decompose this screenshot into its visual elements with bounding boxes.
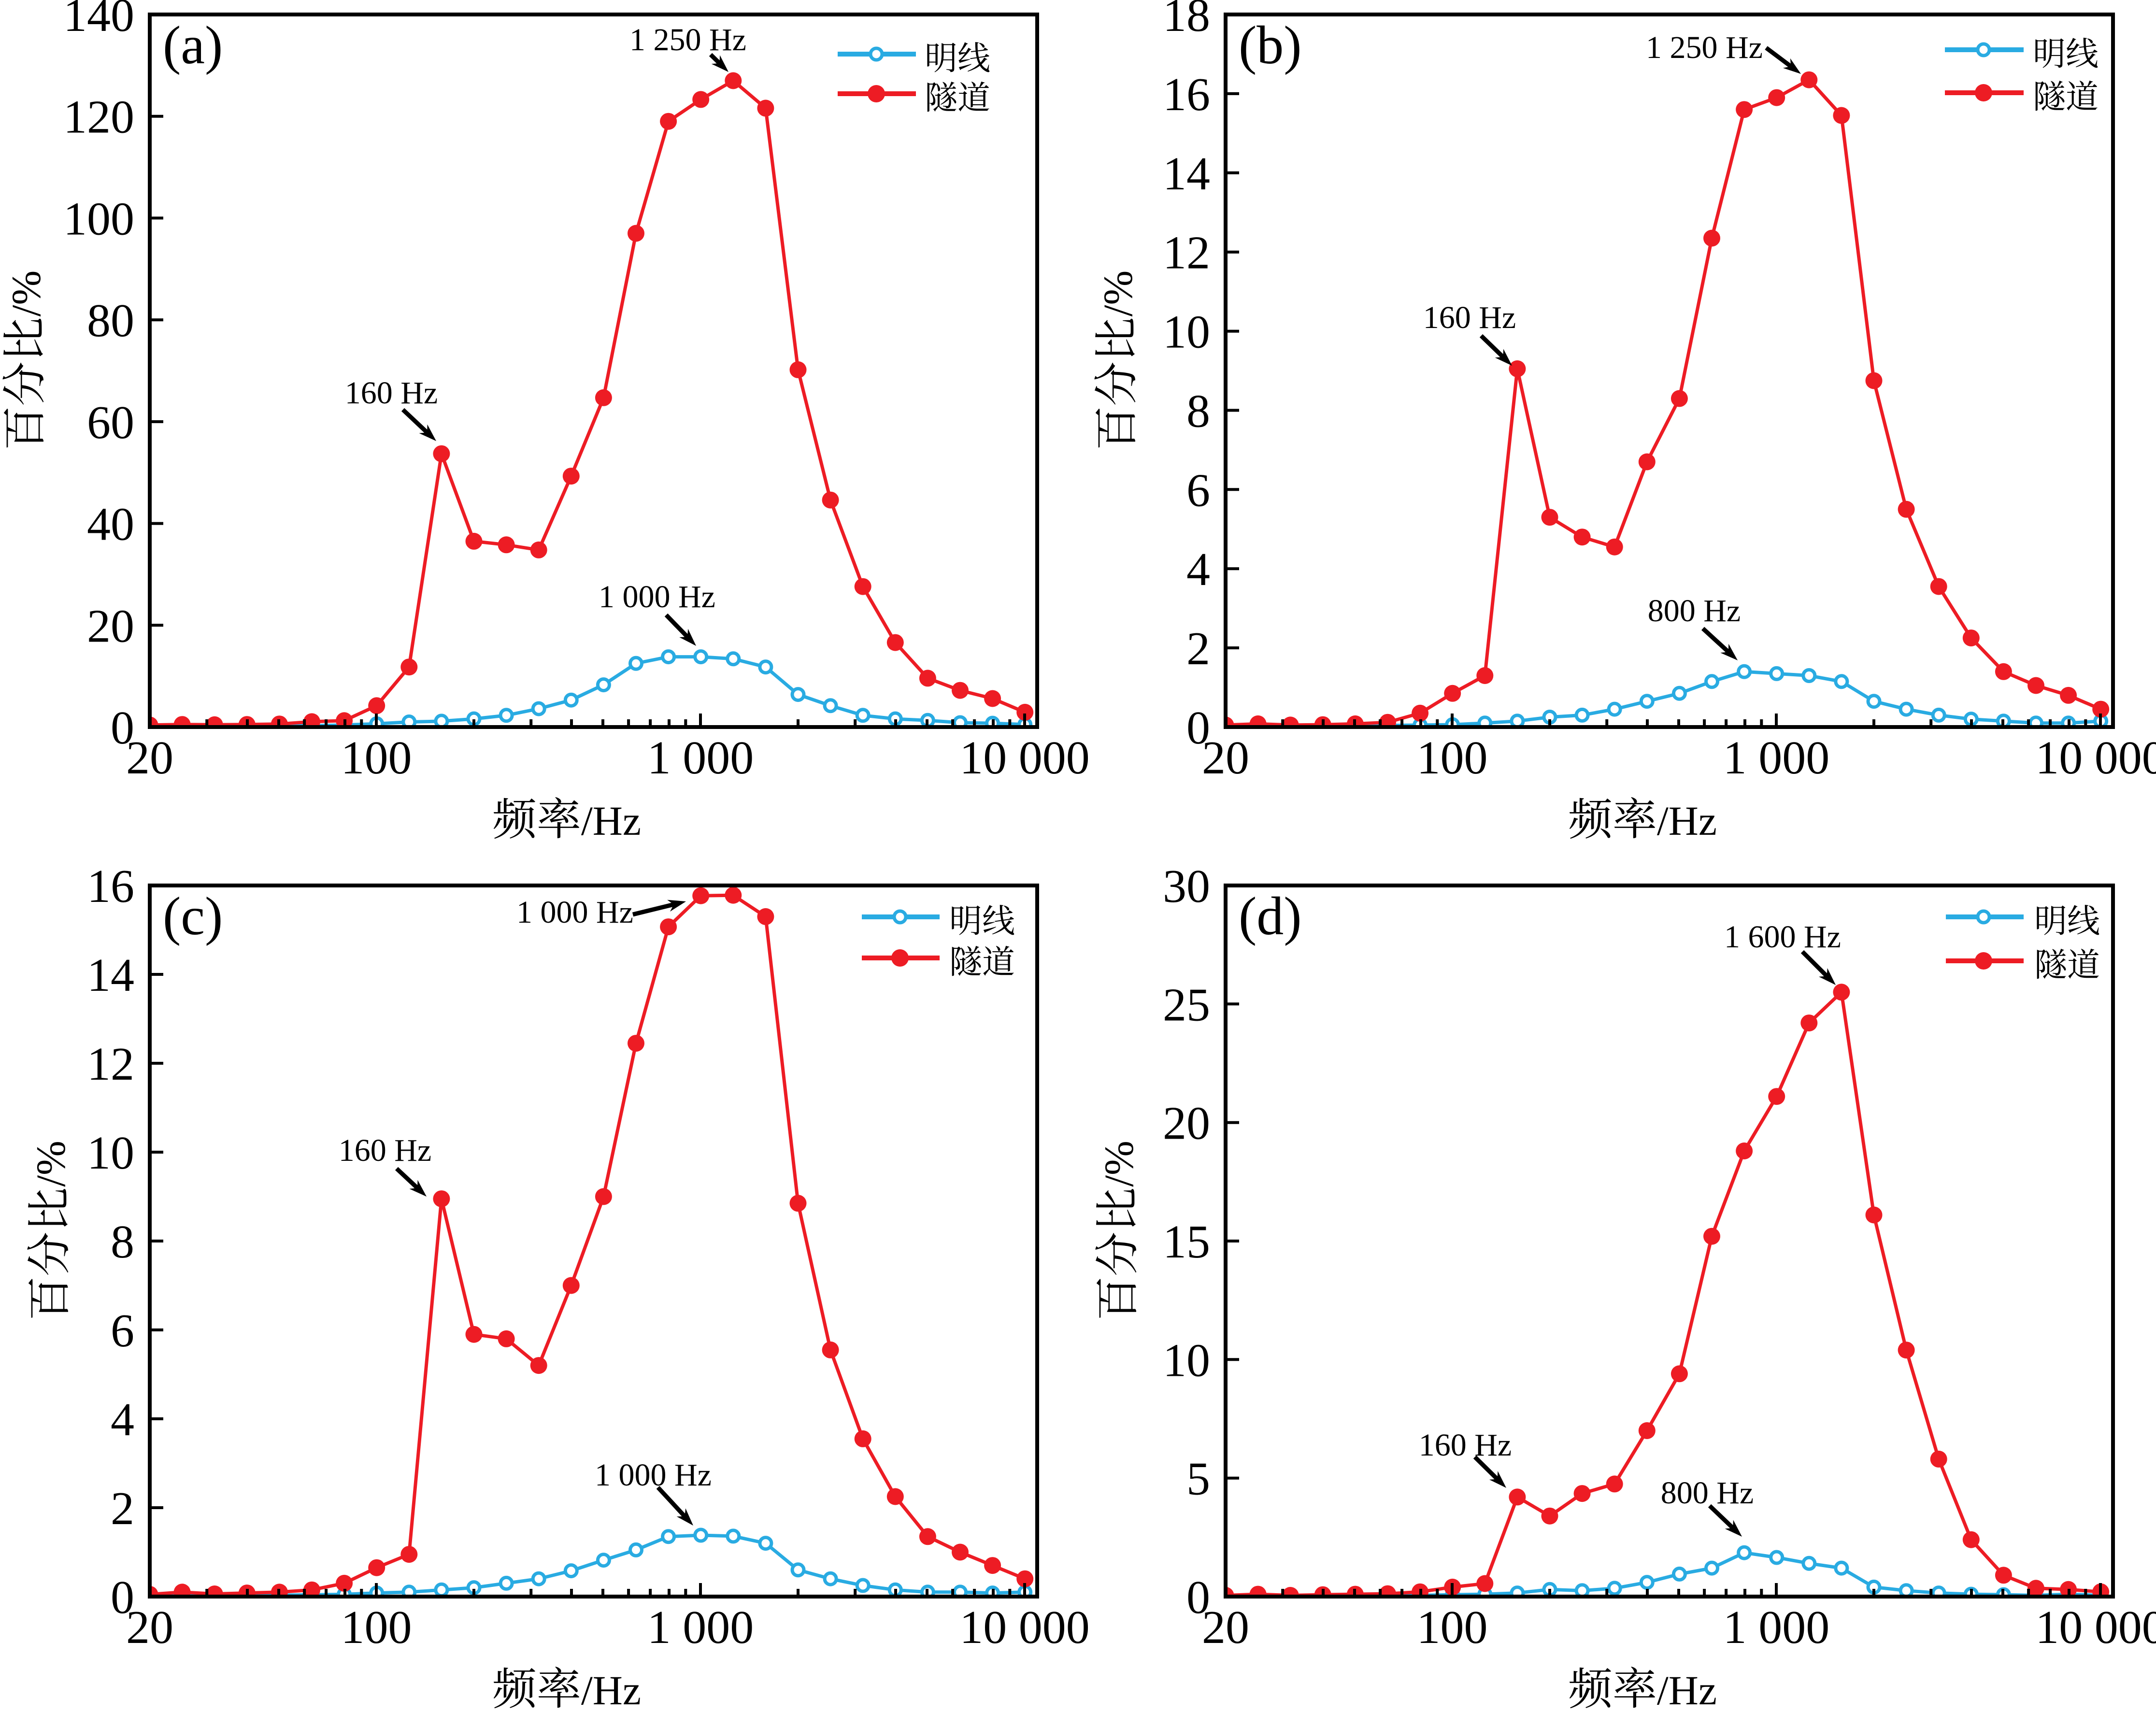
svg-text:100: 100	[63, 193, 134, 245]
svg-text:40: 40	[87, 499, 134, 551]
svg-text:8: 8	[1186, 385, 1210, 437]
svg-text:60: 60	[87, 397, 134, 449]
svg-text:160 Hz: 160 Hz	[345, 375, 438, 411]
svg-text:0: 0	[1186, 702, 1210, 754]
svg-text:1 000: 1 000	[647, 732, 754, 784]
svg-text:/Hz: /Hz	[1657, 1667, 1717, 1713]
svg-text:1 600 Hz: 1 600 Hz	[1724, 919, 1841, 955]
svg-text:14: 14	[87, 949, 134, 1001]
svg-text:1 000 Hz: 1 000 Hz	[599, 579, 715, 614]
svg-text:1 000 Hz: 1 000 Hz	[516, 895, 633, 930]
svg-text:10 000: 10 000	[2035, 732, 2156, 784]
svg-text:(c): (c)	[163, 886, 223, 946]
svg-text:18: 18	[1163, 0, 1210, 42]
svg-text:6: 6	[111, 1305, 134, 1357]
svg-text:/Hz: /Hz	[581, 1667, 641, 1713]
svg-text:25: 25	[1163, 979, 1210, 1031]
svg-text:5: 5	[1186, 1453, 1210, 1505]
svg-text:20: 20	[1202, 1601, 1249, 1654]
svg-text:8: 8	[111, 1216, 134, 1268]
svg-text:12: 12	[87, 1038, 134, 1090]
svg-text:0: 0	[1186, 1571, 1210, 1624]
svg-text:160 Hz: 160 Hz	[339, 1133, 431, 1168]
svg-text:10 000: 10 000	[2035, 1601, 2156, 1654]
svg-text:800 Hz: 800 Hz	[1648, 593, 1741, 628]
svg-text:100: 100	[1417, 732, 1488, 784]
svg-text:120: 120	[63, 91, 134, 143]
svg-text:12: 12	[1163, 227, 1210, 279]
svg-text:15: 15	[1163, 1216, 1210, 1268]
svg-text:/%: /%	[28, 1141, 74, 1187]
svg-text:20: 20	[87, 600, 134, 652]
svg-text:4: 4	[1186, 543, 1210, 596]
svg-text:800 Hz: 800 Hz	[1661, 1475, 1754, 1511]
svg-text:0: 0	[111, 1571, 134, 1624]
svg-text:/%: /%	[1096, 1141, 1142, 1187]
svg-text:1 000: 1 000	[1723, 1601, 1830, 1654]
svg-text:100: 100	[341, 732, 412, 784]
svg-text:10: 10	[1163, 306, 1210, 358]
svg-text:/Hz: /Hz	[581, 798, 641, 844]
svg-text:100: 100	[341, 1601, 412, 1654]
svg-text:160 Hz: 160 Hz	[1419, 1428, 1512, 1463]
svg-text:0: 0	[111, 702, 134, 754]
svg-text:1 000 Hz: 1 000 Hz	[595, 1457, 712, 1493]
svg-text:1 250 Hz: 1 250 Hz	[629, 22, 746, 57]
svg-text:/%: /%	[1095, 271, 1141, 317]
svg-text:20: 20	[126, 1601, 173, 1654]
svg-text:10: 10	[87, 1127, 134, 1179]
svg-text:2: 2	[111, 1483, 134, 1535]
svg-text:160 Hz: 160 Hz	[1423, 300, 1516, 335]
svg-text:2: 2	[1186, 623, 1210, 675]
svg-text:10 000: 10 000	[959, 732, 1090, 784]
svg-text:14: 14	[1163, 148, 1210, 200]
svg-text:10 000: 10 000	[959, 1601, 1090, 1654]
svg-text:16: 16	[87, 860, 134, 913]
svg-text:1 000: 1 000	[647, 1601, 754, 1654]
svg-text:1 000: 1 000	[1723, 732, 1830, 784]
svg-text:20: 20	[1163, 1098, 1210, 1150]
svg-text:20: 20	[126, 732, 173, 784]
svg-text:140: 140	[63, 0, 134, 42]
svg-text:1 250 Hz: 1 250 Hz	[1646, 30, 1763, 65]
svg-text:80: 80	[87, 295, 134, 347]
svg-text:(a): (a)	[163, 15, 223, 75]
svg-text:16: 16	[1163, 69, 1210, 121]
svg-text:6: 6	[1186, 464, 1210, 516]
svg-text:(b): (b)	[1239, 15, 1302, 75]
svg-text:/Hz: /Hz	[1657, 798, 1717, 844]
svg-text:20: 20	[1202, 732, 1249, 784]
svg-text:(d): (d)	[1239, 886, 1302, 946]
svg-text:100: 100	[1417, 1601, 1488, 1654]
svg-text:30: 30	[1163, 860, 1210, 913]
svg-text:10: 10	[1163, 1334, 1210, 1386]
svg-text:4: 4	[111, 1394, 134, 1446]
svg-text:/%: /%	[3, 271, 49, 317]
